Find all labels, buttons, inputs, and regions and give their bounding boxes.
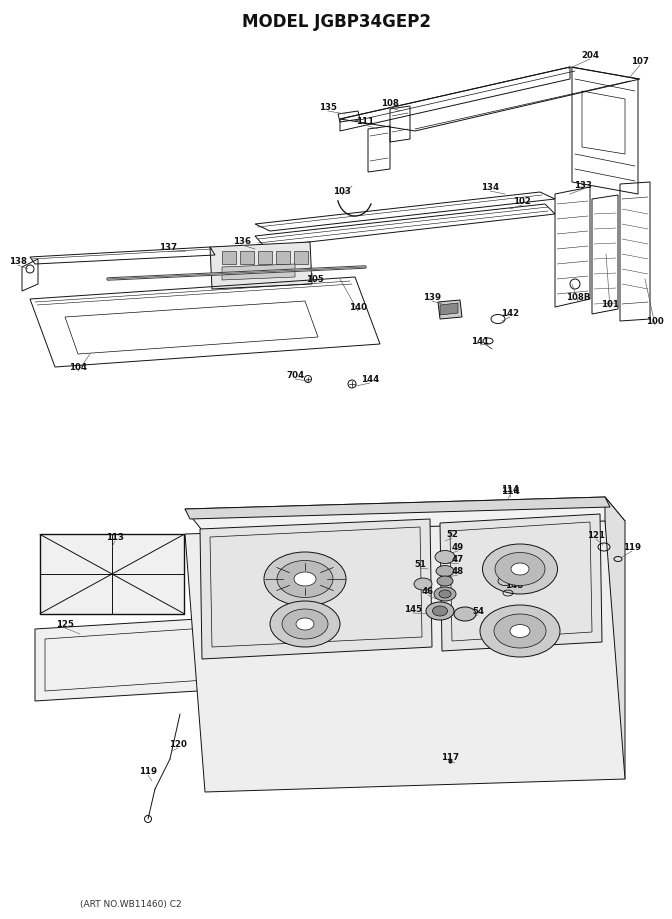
Text: 107: 107	[631, 57, 649, 66]
Ellipse shape	[510, 625, 530, 638]
Text: 114: 114	[501, 485, 519, 494]
Ellipse shape	[437, 576, 453, 586]
Text: 46: 46	[422, 587, 434, 596]
Polygon shape	[210, 243, 312, 289]
Polygon shape	[440, 303, 458, 315]
Text: 101: 101	[601, 301, 619, 309]
Ellipse shape	[296, 618, 314, 630]
Polygon shape	[276, 252, 290, 265]
Ellipse shape	[434, 587, 456, 601]
Polygon shape	[294, 252, 308, 265]
Text: 121: 121	[587, 531, 605, 539]
Text: 52: 52	[446, 530, 458, 539]
Ellipse shape	[494, 614, 546, 648]
Text: 148: 148	[505, 581, 523, 590]
Ellipse shape	[495, 553, 545, 586]
Text: 142: 142	[501, 309, 519, 318]
Text: 108B: 108B	[566, 293, 590, 302]
Ellipse shape	[414, 578, 432, 590]
Text: 145: 145	[404, 605, 422, 614]
Text: 119: 119	[623, 543, 641, 552]
Text: 119: 119	[139, 766, 157, 776]
Ellipse shape	[282, 609, 328, 640]
Text: 48: 48	[452, 567, 464, 576]
Polygon shape	[605, 497, 625, 779]
Text: 134: 134	[481, 183, 499, 192]
Ellipse shape	[264, 552, 346, 607]
Text: 100: 100	[646, 317, 664, 326]
Text: 141: 141	[471, 337, 489, 346]
Polygon shape	[185, 497, 610, 519]
Text: 117: 117	[441, 753, 459, 762]
Polygon shape	[440, 515, 602, 652]
Text: 138: 138	[9, 257, 27, 267]
Text: 140: 140	[349, 303, 367, 312]
Ellipse shape	[294, 573, 316, 586]
Polygon shape	[35, 618, 230, 701]
Text: 108: 108	[381, 99, 399, 108]
Text: 144: 144	[361, 375, 379, 384]
Text: 125: 125	[56, 619, 74, 629]
Text: 111: 111	[356, 118, 374, 126]
Text: 704: 704	[286, 371, 304, 380]
Text: 120: 120	[169, 740, 187, 749]
Ellipse shape	[511, 563, 529, 575]
Text: 103: 103	[333, 187, 351, 197]
Ellipse shape	[270, 601, 340, 647]
Text: MODEL JGBP34GEP2: MODEL JGBP34GEP2	[241, 13, 431, 31]
Polygon shape	[222, 265, 295, 280]
Polygon shape	[200, 519, 432, 659]
Text: 54: 54	[472, 607, 484, 616]
Text: 104: 104	[69, 363, 87, 372]
Polygon shape	[240, 252, 254, 265]
Polygon shape	[222, 252, 236, 265]
Ellipse shape	[435, 550, 455, 564]
Text: 136: 136	[233, 237, 251, 246]
Polygon shape	[40, 535, 184, 614]
Text: 204: 204	[581, 51, 599, 61]
Text: 137: 137	[159, 244, 177, 252]
Text: 133: 133	[574, 181, 592, 190]
Ellipse shape	[277, 561, 333, 598]
Text: 113: 113	[106, 533, 124, 542]
Text: 105: 105	[306, 275, 324, 284]
Ellipse shape	[439, 590, 451, 598]
Ellipse shape	[426, 602, 454, 620]
Text: (ART NO.WB11460) C2: (ART NO.WB11460) C2	[80, 900, 181, 909]
Polygon shape	[185, 521, 625, 792]
Text: 139: 139	[423, 293, 441, 302]
Ellipse shape	[480, 606, 560, 657]
Ellipse shape	[433, 607, 448, 617]
Ellipse shape	[436, 566, 454, 577]
Polygon shape	[438, 301, 462, 320]
Ellipse shape	[482, 544, 558, 595]
Text: 102: 102	[513, 198, 531, 206]
Text: 135: 135	[319, 103, 337, 112]
Ellipse shape	[454, 607, 476, 621]
Text: 49: 49	[452, 543, 464, 552]
Text: 51: 51	[414, 560, 426, 569]
Polygon shape	[185, 497, 625, 535]
Text: 147: 147	[496, 567, 514, 576]
Text: 114: 114	[501, 487, 519, 496]
Polygon shape	[258, 252, 272, 265]
Text: 47: 47	[452, 555, 464, 564]
